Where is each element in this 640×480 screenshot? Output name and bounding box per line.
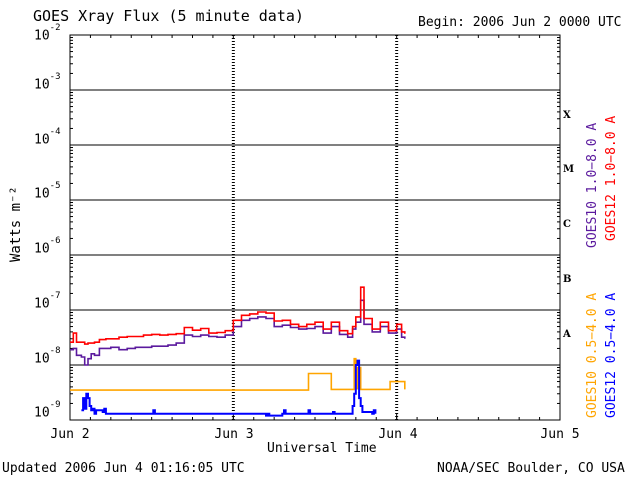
flare-class-m: M [563, 164, 575, 175]
y-tick-label: 10-2 [34, 23, 61, 44]
x-tick-label: Jun 3 [214, 427, 254, 442]
legend-goes10-long: GOES10 1.0−8.0 A [585, 122, 600, 248]
flare-class-a: A [563, 329, 571, 340]
chart-title: GOES Xray Flux (5 minute data) [33, 7, 304, 25]
series-line-0 [70, 299, 406, 366]
series-line-1 [70, 286, 406, 345]
legend-goes12-long: GOES12 1.0−8.0 A [604, 115, 619, 241]
x-tick-label: Jun 2 [50, 427, 90, 442]
y-tick-label: 10-9 [34, 400, 61, 421]
y-tick-label: 10-4 [34, 127, 61, 148]
credit-text: NOAA/SEC Boulder, CO USA [437, 461, 625, 476]
flare-class-c: C [563, 219, 571, 230]
x-tick-label: Jun 5 [540, 427, 580, 442]
y-tick-label: 10-3 [34, 72, 61, 93]
x-axis-label: Universal Time [267, 441, 377, 456]
y-tick-label: 10-7 [34, 291, 61, 312]
y-tick-label: 10-6 [34, 236, 61, 257]
y-tick-label: 10-8 [34, 346, 61, 367]
series-line-3 [81, 359, 377, 417]
flare-class-x: X [563, 110, 571, 121]
legend-goes12-short: GOES12 0.5−4.0 A [604, 292, 619, 418]
updated-timestamp: Updated 2006 Jun 4 01:16:05 UTC [2, 461, 245, 476]
flare-class-b: B [563, 274, 572, 285]
y-tick-label: 10-5 [34, 181, 61, 202]
y-axis-label: Watts m⁻² [8, 186, 24, 262]
plot-frame [69, 34, 561, 421]
series-line-2 [70, 357, 406, 391]
x-tick-label: Jun 4 [378, 427, 418, 442]
begin-time: Begin: 2006 Jun 2 0000 UTC [418, 15, 622, 30]
legend-goes10-short: GOES10 0.5−4.0 A [585, 292, 600, 418]
